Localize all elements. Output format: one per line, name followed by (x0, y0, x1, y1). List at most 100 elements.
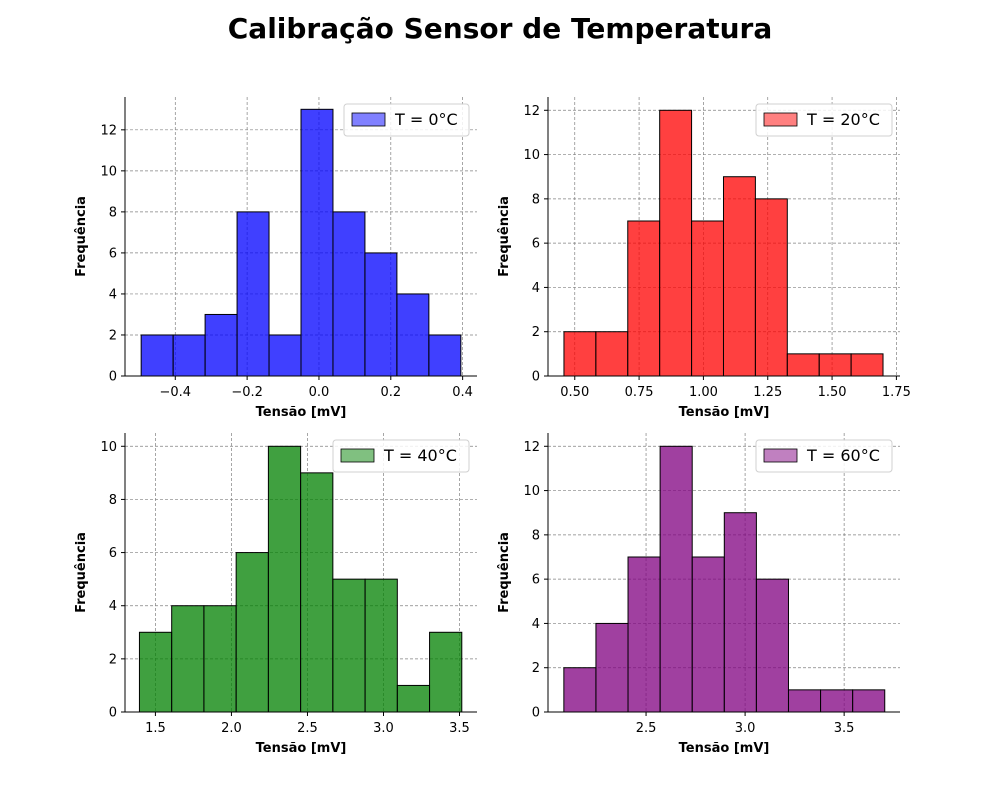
histogram-bar (850, 353, 884, 377)
y-tick-label: 8 (109, 493, 117, 508)
x-axis-label: Tensão [mV] (256, 405, 347, 420)
y-axis-label: Frequência (497, 196, 512, 277)
x-axis-label: Tensão [mV] (679, 741, 770, 756)
histogram-bar (396, 293, 430, 377)
legend-label: T = 40°C (383, 446, 457, 465)
histogram-bar (428, 334, 462, 377)
y-axis-label: Frequência (497, 532, 512, 613)
x-tick-label: 3.5 (449, 721, 470, 736)
y-tick-label: 10 (100, 440, 117, 455)
histogram-panel-20c: 0.50 0.75 1.00 1.25 1.50 1.75 0 2 4 6 8 10 12 Tensão … (497, 97, 911, 420)
x-tick-label: 1.50 (818, 385, 847, 400)
histogram-bar (659, 109, 693, 377)
legend-swatch (340, 448, 375, 463)
x-tick-label: 0.0 (309, 385, 330, 400)
y-tick-label: 4 (109, 287, 117, 302)
histogram-bar (691, 556, 725, 713)
y-tick-label: 10 (523, 484, 540, 499)
y-tick-label: 4 (109, 599, 117, 614)
x-tick-label: 1.75 (882, 385, 911, 400)
histogram-bar (429, 631, 463, 713)
legend-box (343, 103, 470, 137)
y-tick-label: 8 (532, 528, 540, 543)
y-tick-label: 0 (109, 370, 117, 385)
y-tick-label: 4 (532, 617, 540, 632)
y-tick-label: 6 (109, 246, 117, 261)
histogram-bar (786, 353, 820, 377)
x-tick-label: 1.00 (689, 385, 718, 400)
y-tick-label: 4 (532, 281, 540, 296)
legend-box (755, 439, 893, 473)
x-tick-label: −0.2 (231, 385, 263, 400)
y-tick-label: 8 (109, 205, 117, 220)
legend-label: T = 60°C (806, 446, 880, 465)
histogram-bar (203, 605, 237, 713)
histogram-bar (364, 252, 398, 377)
y-tick-label: 0 (532, 370, 540, 385)
histogram-bar (627, 220, 661, 377)
histogram-bar (755, 578, 789, 713)
x-tick-label: 3.0 (373, 721, 394, 736)
y-tick-label: 10 (100, 164, 117, 179)
histogram-bar (171, 605, 205, 713)
y-tick-label: 10 (523, 148, 540, 163)
y-tick-label: 6 (532, 573, 540, 588)
x-axis-label: Tensão [mV] (256, 741, 347, 756)
legend-swatch (763, 112, 798, 127)
histogram-bar (300, 472, 334, 713)
histogram-bar (235, 552, 269, 713)
y-tick-label: 6 (532, 237, 540, 252)
y-axis-label: Frequência (74, 196, 89, 277)
x-tick-label: 1.5 (145, 721, 166, 736)
histogram-bar (332, 211, 366, 377)
x-tick-label: 2.5 (297, 721, 318, 736)
histogram-bar (818, 353, 852, 377)
x-tick-label: 2.0 (221, 721, 242, 736)
histogram-bar (138, 631, 173, 713)
legend-box (332, 439, 470, 473)
x-tick-label: 0.50 (560, 385, 589, 400)
legend-swatch (351, 112, 386, 127)
histogram-bar (754, 198, 788, 377)
y-tick-label: 12 (523, 440, 540, 455)
histogram-bar (787, 689, 822, 713)
histogram-bar (595, 331, 629, 377)
histogram-bar (268, 334, 302, 377)
histogram-bar (722, 176, 756, 377)
legend-swatch (763, 448, 798, 463)
histogram-bar (659, 445, 693, 713)
x-tick-label: 1.25 (753, 385, 782, 400)
y-tick-label: 2 (532, 325, 540, 340)
histogram-bar (691, 220, 724, 377)
x-tick-label: 0.2 (380, 385, 401, 400)
histogram-bar (595, 622, 629, 713)
histogram-bar (563, 667, 597, 713)
y-tick-label: 0 (109, 706, 117, 721)
histogram-bar (236, 211, 270, 377)
y-tick-label: 2 (109, 652, 117, 667)
y-tick-label: 6 (109, 546, 117, 561)
x-tick-label: −0.4 (159, 385, 191, 400)
histogram-bar (820, 689, 854, 713)
histogram-bar (852, 689, 886, 713)
y-tick-label: 12 (523, 104, 540, 119)
histogram-panel-0c: −0.4 −0.2 0.0 0.2 0.4 0 2 4 6 8 10 12 Tensão [mV] Fre… (74, 97, 477, 420)
figure-title: Calibração Sensor de Temperatura (227, 12, 773, 45)
histogram-panel-60c: 2.5 3.0 3.5 0 2 4 6 8 10 12 Tensão [mV] Frequência T… (497, 433, 900, 756)
legend-label: T = 0°C (394, 110, 458, 129)
histogram-bar (396, 684, 431, 713)
x-tick-label: 0.4 (452, 385, 473, 400)
histogram-bar (563, 331, 597, 377)
histogram-bar (172, 334, 206, 377)
histogram-bar (204, 313, 238, 377)
x-tick-label: 2.5 (636, 721, 657, 736)
histogram-bar (300, 108, 334, 377)
y-tick-label: 8 (532, 192, 540, 207)
histogram-bar (364, 578, 398, 713)
histogram-bar (267, 445, 302, 713)
legend-box (755, 103, 893, 137)
histogram-bar (140, 334, 174, 377)
histogram-panel-40c: 1.5 2.0 2.5 3.0 3.5 0 2 4 6 8 10 Tensão [mV] Frequên… (74, 433, 477, 756)
x-axis-label: Tensão [mV] (679, 405, 770, 420)
